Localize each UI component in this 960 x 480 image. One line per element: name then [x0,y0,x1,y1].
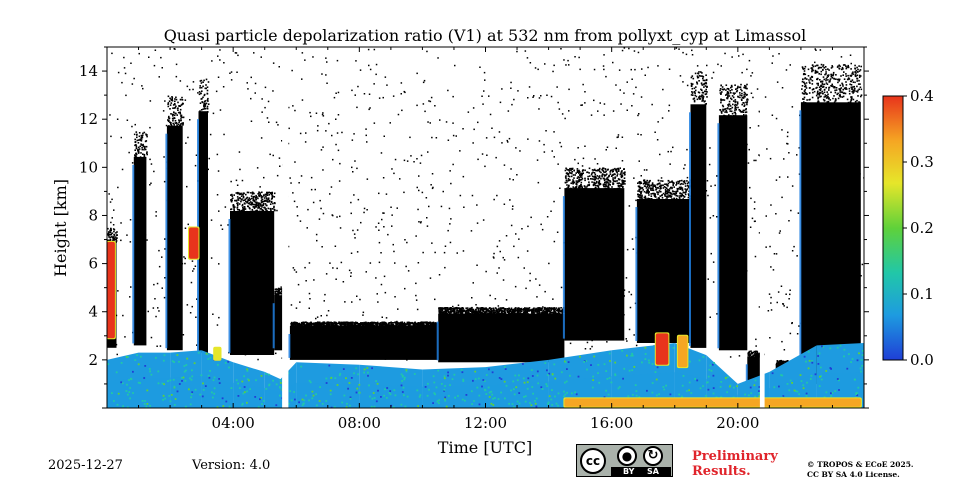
copyright-line-1: © TROPOS & ECoE 2025. [807,460,914,469]
cloud-column [228,191,276,355]
colorbar [882,95,904,361]
colorbar-tick-label: 0.1 [910,285,934,303]
x-tick-label: 16:00 [590,414,633,432]
colorbar-tick-label: 0.4 [910,87,934,105]
attribution-person-icon: ● [617,446,637,466]
cc-label-strip [611,467,671,476]
colorbar-ticks: 0.0 0.1 0.2 0.3 0.4 [903,87,934,369]
x-axis: 04:00 08:00 12:00 16:00 20:00 [106,47,865,432]
cloud-column [165,95,185,351]
y-tick-label: 12 [79,110,98,128]
creative-commons-icon: cc [580,448,606,474]
preliminary-line-1: Preliminary [692,449,778,464]
y-tick-label: 6 [88,255,98,273]
version-label: Version: 4.0 [192,458,271,473]
high-depol-feature [188,226,200,260]
high-depol-feature [654,332,670,366]
x-tick-label: 04:00 [212,414,255,432]
copyright-notice: © TROPOS & ECoE 2025. CC BY SA 4.0 Licen… [807,460,914,480]
y-tick-label: 8 [88,206,98,224]
y-axis: 2 4 6 8 10 12 14 [79,46,869,409]
colorbar-tick-label: 0.3 [910,153,934,171]
cloud-column [562,167,626,341]
x-axis-label: Time [UTC] [438,438,532,457]
preliminary-notice: Preliminary Results. [692,449,778,479]
x-tick-label: 08:00 [338,414,381,432]
high-depol-feature [213,346,222,361]
cloud-column [288,321,440,360]
y-tick-label: 10 [79,158,98,176]
plot-area [107,47,864,408]
cloud-column [717,83,749,351]
cc-sa-label: SA [647,467,659,476]
y-axis-label: Height [km] [51,179,70,277]
y-tick-label: 2 [88,351,98,369]
copyright-line-2: CC BY SA 4.0 License. [807,470,900,479]
cloud-column [799,63,863,385]
preliminary-line-2: Results. [692,464,751,479]
x-tick-label: 20:00 [716,414,759,432]
date-label: 2025-12-27 [48,458,123,473]
cloud-column [197,78,210,353]
cc-license-badge: cc ● ↻ BY SA [576,444,673,477]
colorbar-tick-label: 0.2 [910,219,934,237]
share-alike-icon: ↻ [643,446,663,466]
cloud-column [436,306,566,363]
cloud-column [132,131,148,346]
y-tick-label: 14 [79,62,98,80]
colorbar-tick-label: 0.0 [910,351,934,369]
cloud-column [689,71,708,348]
high-depol-feature [676,334,689,369]
boundary-layer [107,343,864,408]
cc-by-label: BY [623,467,635,476]
high-depol-feature [107,240,116,340]
data-gap [759,47,765,408]
x-tick-label: 12:00 [464,414,507,432]
cloud-column [635,179,692,343]
y-tick-label: 4 [88,303,98,321]
data-gap [282,47,289,408]
high-depol-feature [563,397,862,408]
chart-title: Quasi particle depolarization ratio (V1)… [164,26,807,45]
